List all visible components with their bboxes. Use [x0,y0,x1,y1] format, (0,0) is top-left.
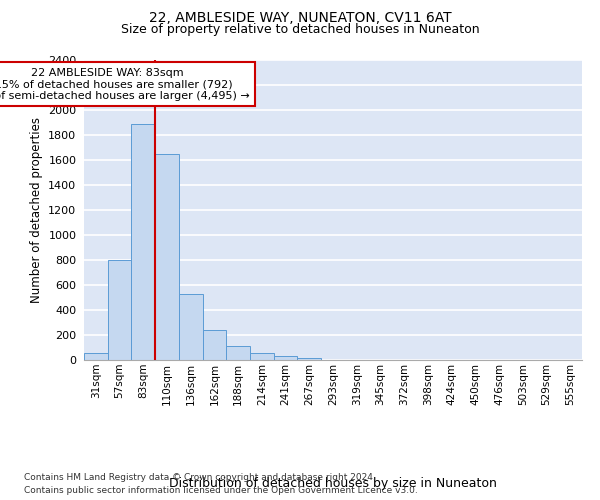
Bar [250,352,274,360]
Bar [155,154,179,360]
Text: Contains HM Land Registry data © Crown copyright and database right 2024.: Contains HM Land Registry data © Crown c… [24,472,376,482]
Text: Size of property relative to detached houses in Nuneaton: Size of property relative to detached ho… [121,22,479,36]
Y-axis label: Number of detached properties: Number of detached properties [29,117,43,303]
Bar [131,124,155,360]
Bar [84,352,108,360]
Text: 22 AMBLESIDE WAY: 83sqm
← 15% of detached houses are smaller (792)
84% of semi-d: 22 AMBLESIDE WAY: 83sqm ← 15% of detache… [0,68,250,100]
Bar [203,330,226,360]
Bar [274,356,298,360]
Bar [298,358,321,360]
Text: 22, AMBLESIDE WAY, NUNEATON, CV11 6AT: 22, AMBLESIDE WAY, NUNEATON, CV11 6AT [149,11,451,25]
Text: Contains public sector information licensed under the Open Government Licence v3: Contains public sector information licen… [24,486,418,495]
X-axis label: Distribution of detached houses by size in Nuneaton: Distribution of detached houses by size … [169,477,497,490]
Bar [108,260,131,360]
Bar [226,346,250,360]
Bar [179,294,203,360]
